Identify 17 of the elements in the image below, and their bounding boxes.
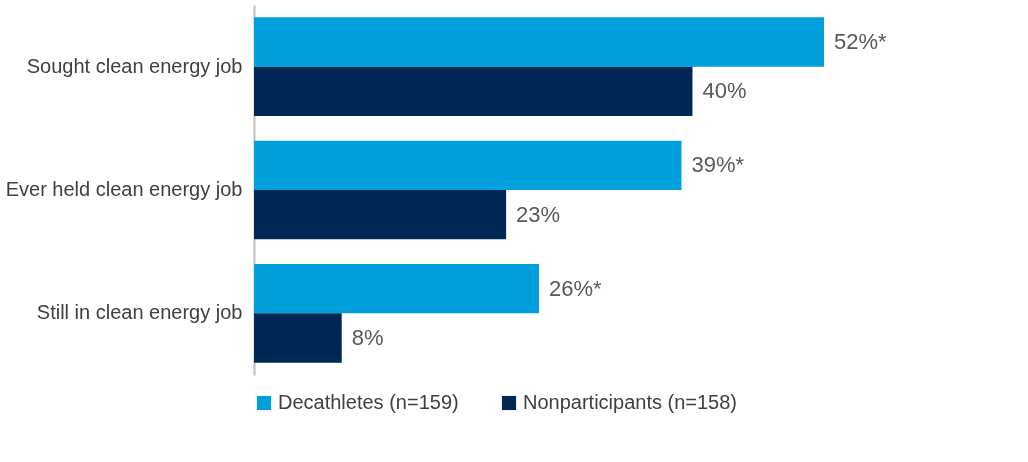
y-tick-label: Ever held clean energy job bbox=[5, 178, 243, 200]
bar bbox=[254, 140, 682, 190]
data-label: 39%* bbox=[691, 152, 745, 178]
data-label: 26%* bbox=[549, 275, 603, 301]
y-tick-label: Still in clean energy job bbox=[36, 301, 243, 324]
bar bbox=[254, 264, 539, 314]
data-label: 40% bbox=[702, 78, 747, 104]
bar bbox=[254, 66, 693, 116]
bar bbox=[254, 190, 507, 240]
legend-label: Nonparticipants (n=158) bbox=[523, 391, 738, 413]
data-label: 52%* bbox=[834, 29, 888, 54]
y-tick-label: Sought clean energy job bbox=[26, 54, 243, 77]
bar bbox=[254, 17, 824, 67]
bar bbox=[254, 313, 342, 363]
data-label: 23% bbox=[516, 201, 561, 227]
legend-label: Decathletes (n=159) bbox=[278, 391, 459, 413]
data-label: 8% bbox=[351, 325, 384, 350]
